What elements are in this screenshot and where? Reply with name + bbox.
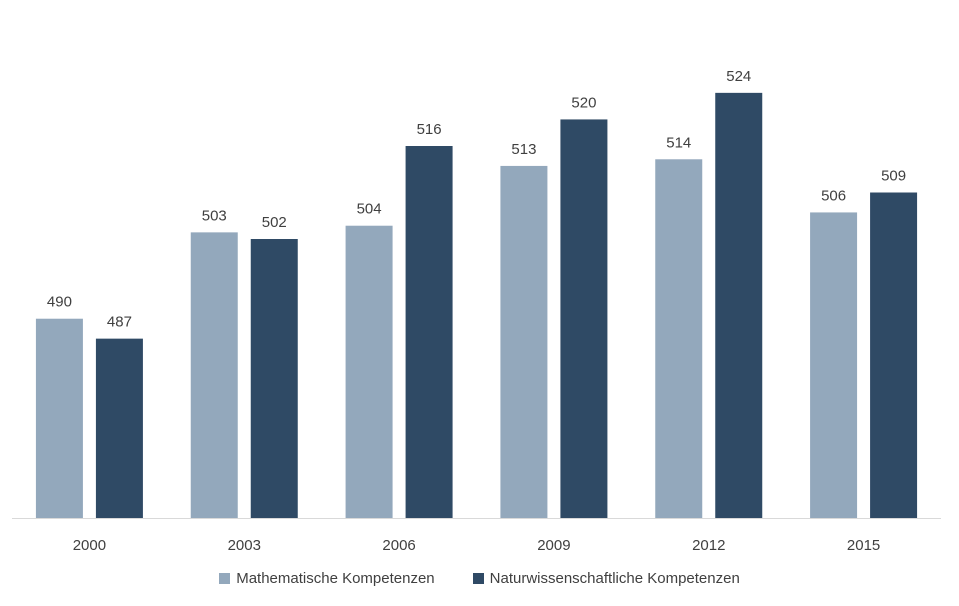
data-label-mathematik-2006: 504 xyxy=(357,201,382,218)
data-label-mathematik-2000: 490 xyxy=(47,294,72,311)
data-label-mathematik-2009: 513 xyxy=(511,141,536,158)
bar-mathematik-2015 xyxy=(810,212,858,518)
x-tick-label-2015: 2015 xyxy=(847,537,880,554)
x-tick-label-2009: 2009 xyxy=(537,537,570,554)
legend: Mathematische Kompetenzen Naturwissensch… xyxy=(0,570,959,587)
bar-mathematik-2003 xyxy=(190,232,238,518)
bar-naturwissenschaft-2006 xyxy=(405,146,453,518)
legend-swatch-mathematik xyxy=(219,573,231,584)
data-label-mathematik-2012: 514 xyxy=(666,134,691,151)
legend-label-mathematik: Mathematische Kompetenzen xyxy=(236,570,435,587)
bar-naturwissenschaft-2009 xyxy=(560,119,608,518)
x-tick-label-2012: 2012 xyxy=(692,537,725,554)
x-tick-label-2006: 2006 xyxy=(382,537,415,554)
bar-naturwissenschaft-2003 xyxy=(250,239,298,518)
data-label-naturwissenschaft-2015: 509 xyxy=(881,168,906,185)
bar-naturwissenschaft-2012 xyxy=(715,92,763,518)
data-label-mathematik-2015: 506 xyxy=(821,187,846,204)
data-label-naturwissenschaft-2003: 502 xyxy=(262,214,287,231)
bar-mathematik-2012 xyxy=(655,159,703,519)
bar-naturwissenschaft-2015 xyxy=(870,192,918,518)
data-label-mathematik-2003: 503 xyxy=(202,207,227,224)
data-label-naturwissenschaft-2009: 520 xyxy=(571,94,596,111)
bar-mathematik-2009 xyxy=(500,165,548,518)
bar-mathematik-2006 xyxy=(345,225,393,518)
legend-item-naturwissenschaft: Naturwissenschaftliche Kompetenzen xyxy=(472,570,740,587)
x-tick-label-2003: 2003 xyxy=(228,537,261,554)
x-tick-label-2000: 2000 xyxy=(73,537,106,554)
bar-mathematik-2000 xyxy=(35,318,83,518)
data-label-naturwissenschaft-2006: 516 xyxy=(417,121,442,138)
data-label-naturwissenschaft-2012: 524 xyxy=(726,68,751,85)
data-label-naturwissenschaft-2000: 487 xyxy=(107,314,132,331)
legend-item-mathematik: Mathematische Kompetenzen xyxy=(219,570,435,587)
legend-label-naturwissenschaft: Naturwissenschaftliche Kompetenzen xyxy=(489,570,740,587)
bar-naturwissenschaft-2000 xyxy=(95,338,143,518)
legend-swatch-naturwissenschaft xyxy=(472,573,484,584)
